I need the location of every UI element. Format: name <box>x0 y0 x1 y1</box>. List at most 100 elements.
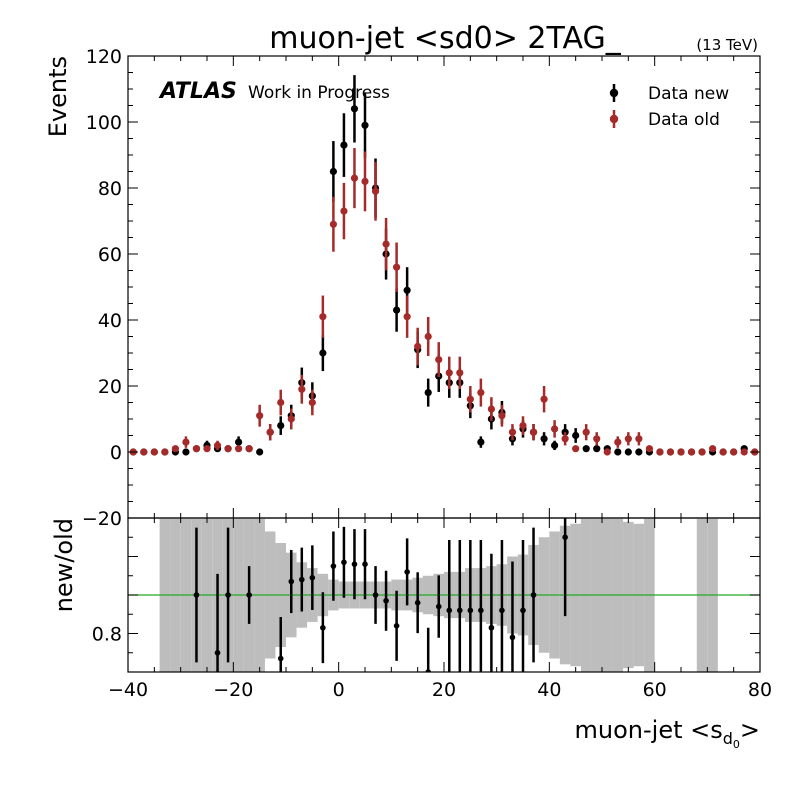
data-point-new <box>256 448 264 456</box>
y-tick-label: 0 <box>110 442 122 464</box>
data-point-new <box>477 438 485 446</box>
ratio-point <box>372 592 379 598</box>
data-point-old <box>709 445 717 453</box>
data-point-old <box>224 445 232 453</box>
ratio-point <box>320 624 326 631</box>
data-point-new <box>572 431 580 440</box>
main-panel: −20 0 20 40 60 80 100 120 <box>82 46 761 530</box>
data-point-old <box>245 445 253 453</box>
ratio-panel: 0.8 −40 −20 0 20 40 60 80 <box>92 517 772 701</box>
data-point-old <box>687 448 696 456</box>
data-point-old <box>477 389 485 397</box>
ratio-point <box>499 607 505 614</box>
ratio-point <box>509 634 516 641</box>
data-point-new <box>350 105 359 113</box>
data-point-old <box>456 369 464 377</box>
legend-marker-data-old <box>609 114 619 124</box>
ratio-point <box>383 597 389 604</box>
ratio-point <box>288 578 295 585</box>
data-point-old <box>350 174 359 182</box>
data-point-new <box>361 121 369 129</box>
ratio-point <box>457 607 463 614</box>
data-point-old <box>572 445 580 453</box>
data-point-new <box>582 445 590 453</box>
data-point-new <box>182 448 190 456</box>
ratio-point <box>214 649 221 656</box>
ratio-y-axis-label: new/old <box>50 518 78 612</box>
data-point-old <box>593 435 601 443</box>
x-tick-label: 60 <box>643 679 667 701</box>
data-point-new <box>635 448 643 456</box>
data-point-old <box>213 441 222 449</box>
data-point-old <box>266 428 274 436</box>
data-point-new <box>540 435 548 443</box>
data-point-old <box>403 313 411 321</box>
ratio-point <box>562 534 568 541</box>
data-point-old <box>645 445 654 453</box>
data-point-old <box>319 313 327 321</box>
data-point-old <box>382 240 390 248</box>
data-point-old <box>603 448 611 456</box>
y-tick-label: 40 <box>98 310 122 332</box>
data-point-old <box>329 220 337 228</box>
y-tick-label: 80 <box>98 178 122 200</box>
data-point-old <box>361 177 369 185</box>
ratio-point <box>362 561 368 567</box>
ratio-y-tick-label: 0.8 <box>92 624 122 646</box>
data-point-new <box>424 389 432 397</box>
ratio-point <box>467 607 474 614</box>
ratio-point <box>330 563 337 569</box>
ratio-point <box>341 559 347 566</box>
data-point-new <box>614 448 622 456</box>
data-point-old <box>340 207 348 215</box>
data-point-old <box>582 428 590 436</box>
data-point-new <box>277 422 285 430</box>
y-tick-label: 120 <box>86 46 122 68</box>
ratio-point <box>478 607 484 614</box>
data-point-old <box>656 448 664 456</box>
data-point-old <box>235 445 243 453</box>
data-point-old <box>287 415 295 423</box>
ratio-point <box>488 624 495 631</box>
y-tick-label: 100 <box>86 112 122 134</box>
data-point-old <box>298 385 306 393</box>
data-point-old <box>635 435 643 443</box>
data-point-old <box>740 448 748 456</box>
data-point-old <box>487 405 495 413</box>
ratio-point <box>530 592 537 598</box>
ratio-point <box>404 569 410 575</box>
data-point-old <box>393 263 401 271</box>
data-point-old <box>308 398 316 407</box>
x-tick-label: −40 <box>108 679 148 701</box>
ratio-point <box>277 655 284 662</box>
chart-title: muon-jet <sd0> 2TAG_ <box>269 21 621 56</box>
y-tick-label: 20 <box>98 376 122 398</box>
data-point-new <box>551 441 559 449</box>
data-point-old <box>508 428 517 436</box>
data-point-new <box>403 286 411 294</box>
ratio-point <box>435 603 442 610</box>
data-point-old <box>698 448 706 456</box>
data-point-old <box>730 448 738 456</box>
legend-label-data-old: Data old <box>648 110 720 130</box>
data-point-old <box>666 448 675 456</box>
data-point-new <box>329 167 337 176</box>
data-point-old <box>624 435 632 443</box>
legend-item-data-new: Data new <box>609 84 729 104</box>
data-point-old <box>677 448 685 456</box>
data-point-old <box>424 332 432 341</box>
energy-label: (13 TeV) <box>696 36 758 54</box>
ratio-point <box>425 669 431 672</box>
data-point-new <box>593 445 601 453</box>
data-point-old <box>466 395 474 403</box>
x-tick-label: 0 <box>333 679 345 701</box>
data-point-old <box>182 438 190 446</box>
data-point-old <box>277 398 285 407</box>
ratio-point <box>246 592 252 598</box>
data-point-new <box>393 306 401 314</box>
x-tick-label: 80 <box>748 679 772 701</box>
data-point-old <box>498 412 506 420</box>
data-point-new <box>624 448 632 456</box>
